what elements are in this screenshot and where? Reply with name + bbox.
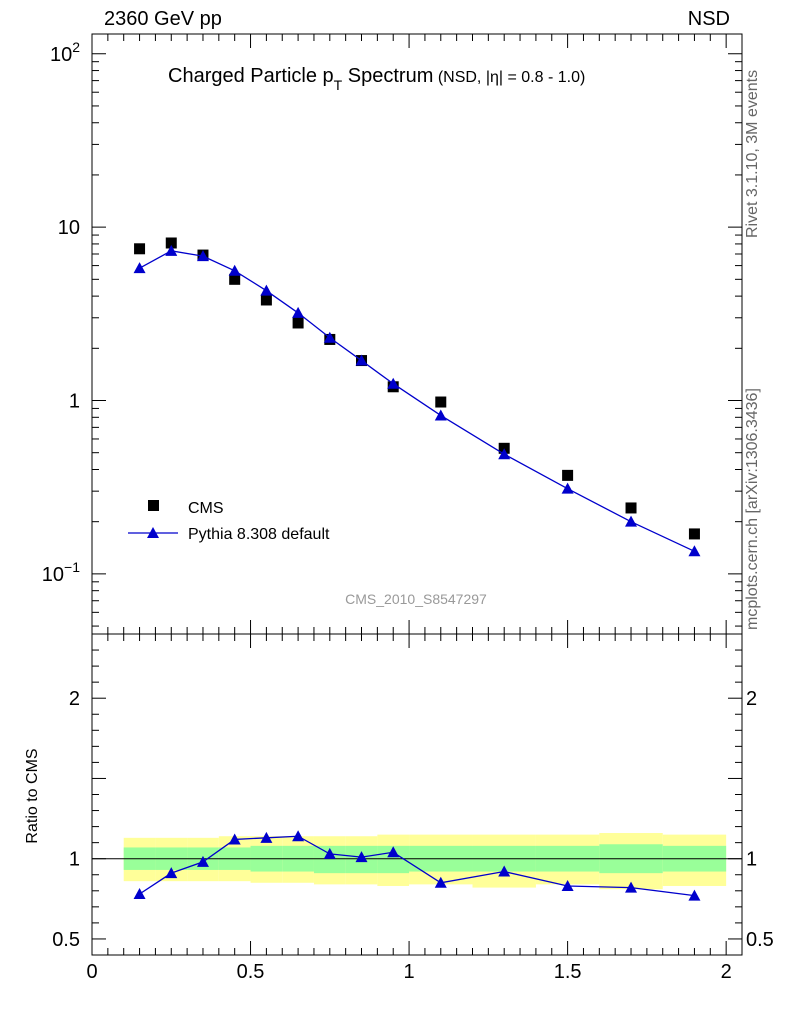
ratio-y-tick-label: 0.5	[52, 929, 80, 951]
legend-pythia-label: Pythia 8.308 default	[188, 526, 330, 543]
cms-data-point	[292, 317, 304, 329]
ratio-data-point	[625, 881, 638, 893]
ratio-data-point	[323, 847, 336, 859]
legend-cms-marker	[148, 500, 159, 511]
pythia-data-point	[292, 306, 305, 318]
ratio-data-point	[165, 867, 178, 879]
pythia-data-point	[498, 448, 511, 460]
cms-data-point	[688, 528, 700, 540]
pythia-data-point	[561, 482, 574, 494]
cms-data-point	[260, 294, 272, 306]
y-tick-label: 10−1	[42, 559, 80, 586]
x-tick-label: 0.5	[237, 961, 265, 983]
pythia-data-point	[133, 262, 146, 274]
chart-title-main: Charged Particle p	[168, 65, 334, 87]
ratio-axis-label: Ratio to CMS	[24, 748, 41, 843]
ratio-data-point	[260, 831, 273, 843]
ratio-y-tick-label: 1	[69, 849, 80, 871]
y-tick-label: 10	[58, 217, 80, 239]
ratio-data-point	[498, 865, 511, 877]
cms-data-point	[625, 502, 637, 514]
ratio-data-point	[434, 876, 447, 888]
ratio-data-point	[387, 846, 400, 858]
y-tick-label-exponent: 2	[72, 39, 80, 55]
ratio-data-point	[355, 851, 368, 863]
y-tick-label-exponent: −1	[64, 559, 80, 575]
ratio-data-point	[292, 830, 305, 842]
pythia-data-point	[625, 515, 638, 527]
ratio-y-tick-label-right: 1	[746, 849, 757, 871]
pythia-line	[139, 250, 695, 552]
legend-cms-label: CMS	[188, 500, 224, 517]
ratio-data-point	[133, 888, 146, 900]
cms-data-point	[134, 243, 146, 255]
x-tick-label: 0	[86, 961, 97, 983]
x-tick-label: 1	[404, 961, 415, 983]
ratio-data-point	[196, 855, 209, 867]
pythia-data-point	[688, 545, 701, 557]
ratio-y-tick-label-right: 0.5	[746, 929, 774, 951]
pythia-data-point	[323, 331, 336, 343]
pythia-data-point	[355, 354, 368, 366]
ratio-data-point	[688, 889, 701, 901]
header-left: 2360 GeV pp	[104, 8, 222, 30]
cms-data-point	[435, 396, 447, 408]
header-right: NSD	[687, 8, 730, 30]
y-tick-label: 102	[50, 39, 80, 66]
cms-data-point	[165, 237, 177, 249]
chart-title: Charged Particle pT Spectrum (NSD, |η| =…	[168, 65, 585, 93]
y-tick-label: 1	[69, 391, 80, 413]
ratio-data-point	[228, 833, 241, 845]
chart-title-extra: (NSD, |η| = 0.8 - 1.0)	[433, 69, 585, 86]
cms-data-point	[229, 273, 241, 285]
chart-title-subscript: T	[334, 77, 343, 93]
x-tick-label: 1.5	[554, 961, 582, 983]
lower-frame	[91, 633, 743, 956]
pythia-data-point	[434, 409, 447, 421]
ratio-data-point	[561, 879, 574, 891]
cms-data-point	[562, 469, 574, 481]
upper-frame	[91, 33, 743, 635]
x-tick-label: 2	[721, 961, 732, 983]
pythia-data-point	[228, 264, 241, 276]
ratio-line	[139, 835, 695, 897]
pythia-data-point	[260, 284, 273, 296]
ratio-y-tick-label: 2	[69, 688, 80, 710]
pythia-data-point	[387, 377, 400, 389]
pythia-data-point	[196, 250, 209, 262]
pythia-data-point	[165, 244, 178, 256]
ratio-y-tick-label-right: 2	[746, 688, 757, 710]
legend-pythia-marker	[147, 527, 159, 538]
chart-title-main2: Spectrum	[342, 65, 433, 87]
analysis-label: CMS_2010_S8547297	[345, 591, 487, 607]
